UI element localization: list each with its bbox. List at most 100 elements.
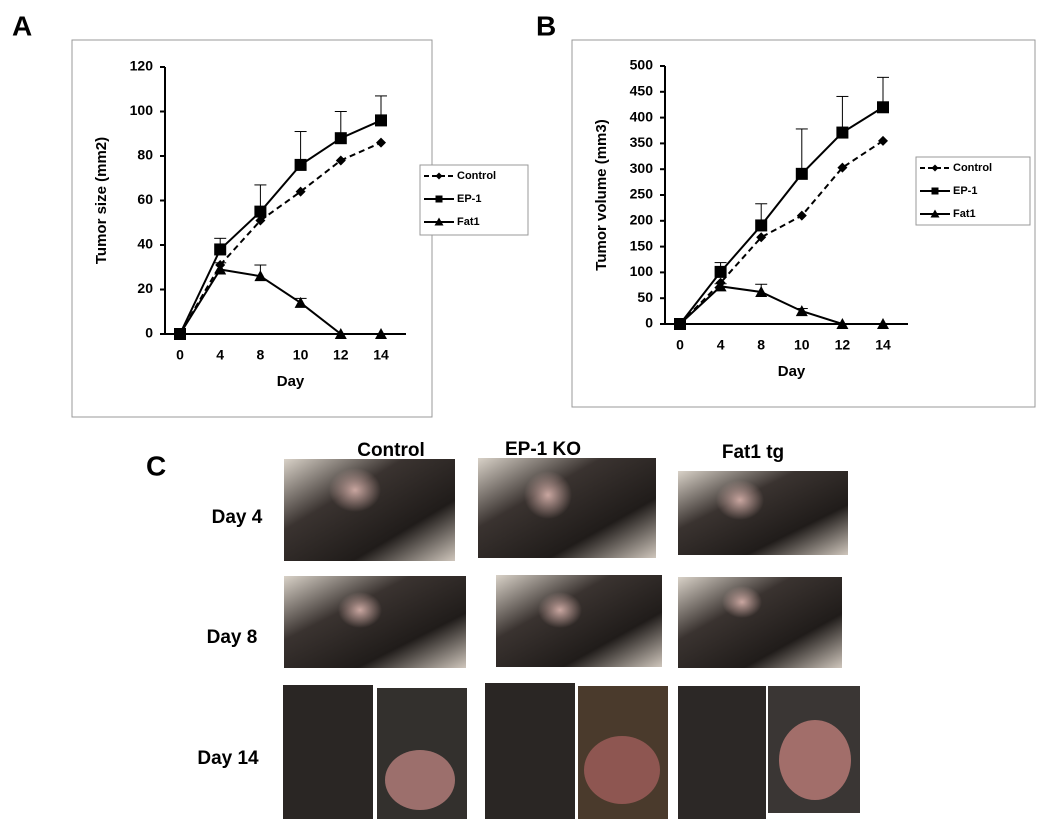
legend-label: Control xyxy=(953,162,992,174)
marker xyxy=(877,318,889,329)
marker xyxy=(254,205,267,218)
series-line xyxy=(179,268,381,335)
marker xyxy=(254,270,267,282)
photo xyxy=(485,683,575,819)
legend-label: EP-1 xyxy=(457,193,481,205)
photo xyxy=(283,685,373,819)
photo xyxy=(678,471,848,555)
error-bar xyxy=(795,128,808,174)
legend-marker xyxy=(435,195,443,203)
chart-frame xyxy=(571,39,1036,408)
marker xyxy=(335,155,346,166)
marker xyxy=(375,328,387,339)
marker xyxy=(375,114,387,127)
photo-detail xyxy=(716,480,764,520)
legend-marker xyxy=(931,164,939,172)
marker xyxy=(376,137,386,148)
y-tick-label: 20 xyxy=(137,280,153,296)
photo-detail xyxy=(524,471,572,519)
y-tick-label: 50 xyxy=(637,289,653,305)
x-tick-label: 12 xyxy=(835,337,851,353)
row-label: Day 4 xyxy=(212,507,263,528)
marker xyxy=(795,305,808,317)
error-bar xyxy=(836,95,849,133)
marker xyxy=(836,126,849,139)
photo-detail xyxy=(722,586,762,618)
x-tick-label: 14 xyxy=(875,337,891,353)
column-label: Control xyxy=(357,440,425,461)
x-tick-label: 0 xyxy=(676,337,684,353)
y-tick-label: 350 xyxy=(630,134,654,150)
series-line xyxy=(179,141,382,335)
photo xyxy=(496,575,662,667)
photo-detail xyxy=(385,750,455,810)
marker xyxy=(877,101,889,114)
marker xyxy=(755,219,768,232)
y-tick-label: 500 xyxy=(630,57,654,73)
x-tick-label: 8 xyxy=(257,347,265,363)
x-tick-label: 12 xyxy=(333,347,349,363)
legend-marker xyxy=(931,187,939,195)
marker xyxy=(796,210,807,221)
marker xyxy=(334,328,347,339)
marker xyxy=(714,280,727,292)
y-tick-label: 40 xyxy=(137,236,153,252)
y-axis-label: Tumor volume (mm3) xyxy=(593,119,610,270)
x-tick-label: 14 xyxy=(373,347,389,363)
row-label: Day 8 xyxy=(207,627,258,648)
photo-detail xyxy=(329,468,381,512)
series-line xyxy=(679,106,884,325)
y-tick-label: 100 xyxy=(130,102,154,118)
marker xyxy=(214,243,227,256)
y-tick-label: 400 xyxy=(630,108,654,124)
marker xyxy=(755,286,768,298)
x-tick-label: 10 xyxy=(794,337,810,353)
x-tick-label: 4 xyxy=(717,337,725,353)
marker xyxy=(878,135,888,146)
marker xyxy=(294,296,307,308)
x-axis-label: Day xyxy=(778,363,806,380)
photo-detail xyxy=(779,720,851,800)
y-tick-label: 200 xyxy=(630,212,654,228)
y-tick-label: 100 xyxy=(630,263,654,279)
marker xyxy=(836,318,849,329)
marker xyxy=(795,167,808,180)
photos xyxy=(283,458,860,819)
marker xyxy=(174,328,186,339)
legend-marker xyxy=(434,217,444,226)
series-line xyxy=(179,119,382,335)
y-tick-label: 450 xyxy=(630,83,654,99)
y-tick-label: 60 xyxy=(137,191,153,207)
legend-label: Control xyxy=(457,170,496,182)
marker xyxy=(294,158,307,171)
column-label: Fat1 tg xyxy=(722,442,784,463)
y-tick-label: 120 xyxy=(130,58,154,74)
panel-label: A xyxy=(12,10,32,41)
legend-label: Fat1 xyxy=(457,216,480,228)
y-axis-label: Tumor size (mm2) xyxy=(93,137,110,264)
legend-label: Fat1 xyxy=(953,208,976,220)
series-line xyxy=(679,139,884,325)
photo-detail xyxy=(584,736,660,804)
panel-label: C xyxy=(146,450,166,481)
marker xyxy=(837,162,848,173)
photo-detail xyxy=(538,592,582,628)
y-tick-label: 0 xyxy=(645,315,653,331)
photo-detail xyxy=(338,592,382,628)
y-tick-label: 80 xyxy=(137,147,153,163)
x-axis-label: Day xyxy=(277,373,305,390)
marker xyxy=(214,263,227,275)
row-label: Day 14 xyxy=(197,748,259,769)
y-tick-label: 250 xyxy=(630,186,654,202)
x-tick-label: 0 xyxy=(176,347,184,363)
legend-marker xyxy=(435,172,443,180)
marker xyxy=(295,186,306,197)
marker xyxy=(674,318,686,329)
marker xyxy=(714,265,727,278)
photo xyxy=(678,577,842,668)
x-tick-label: 4 xyxy=(216,347,224,363)
legend-label: EP-1 xyxy=(953,185,977,197)
marker xyxy=(255,215,266,226)
y-tick-label: 150 xyxy=(630,237,654,253)
